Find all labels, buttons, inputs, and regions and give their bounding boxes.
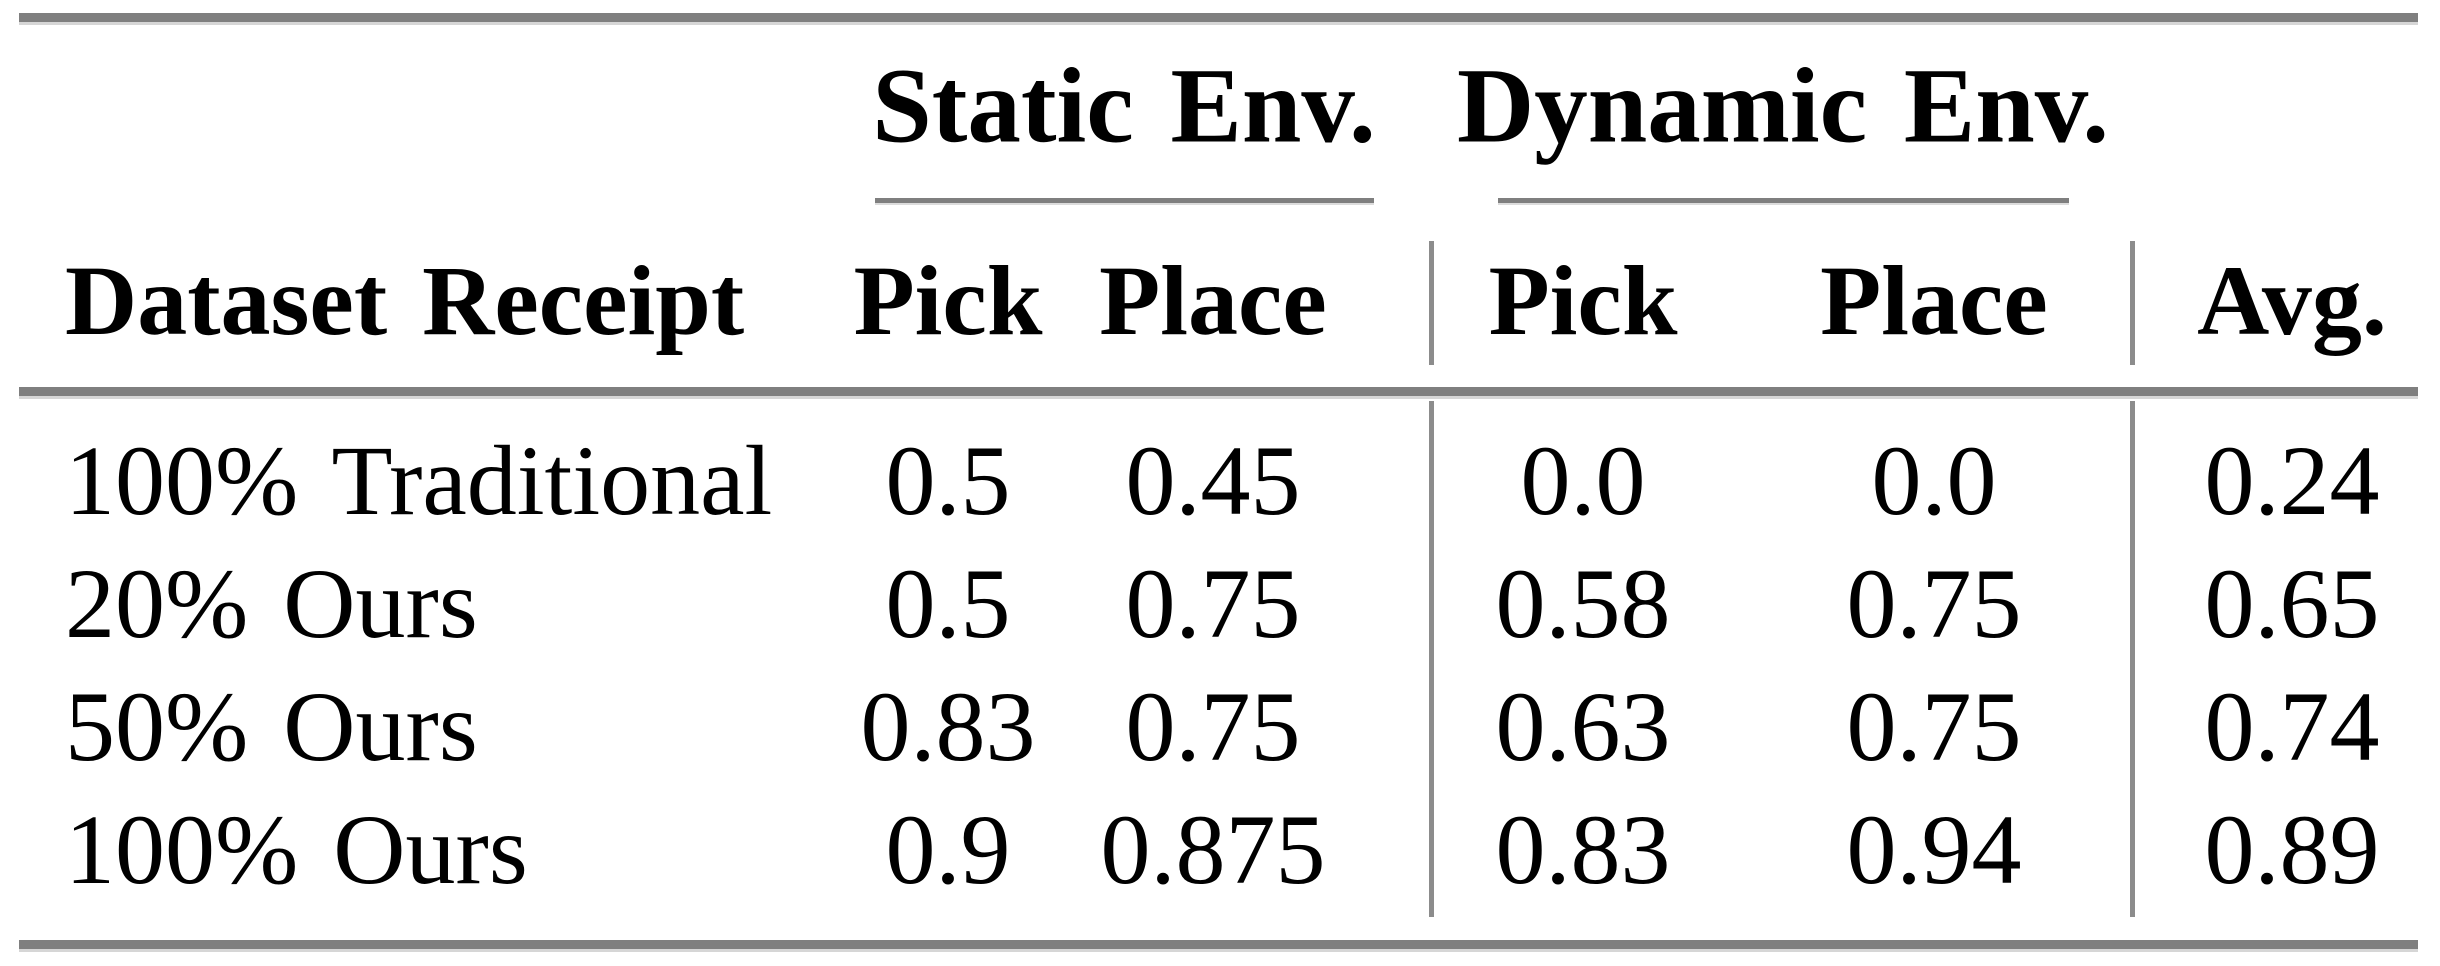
cell-dynamic-place: 0.75 bbox=[1846, 548, 2022, 659]
row-label: 50% Ours bbox=[65, 671, 478, 782]
bottom-rule bbox=[19, 940, 2418, 949]
top-rule bbox=[19, 13, 2418, 22]
column-header-static-pick: Pick bbox=[853, 245, 1043, 356]
column-header-dynamic-place: Place bbox=[1820, 245, 2048, 356]
body-vertical-separator-static-dynamic bbox=[1429, 401, 1434, 917]
cell-dynamic-pick: 0.83 bbox=[1495, 794, 1671, 905]
group-header-dynamic-env: Dynamic Env. bbox=[1456, 47, 2110, 166]
cell-dynamic-place: 0.94 bbox=[1846, 794, 2022, 905]
header-rule bbox=[19, 387, 2418, 396]
column-header-dynamic-pick: Pick bbox=[1488, 245, 1678, 356]
cell-static-place: 0.75 bbox=[1125, 548, 1301, 659]
cell-avg: 0.24 bbox=[2204, 425, 2380, 536]
body-vertical-separator-avg bbox=[2130, 401, 2135, 917]
dynamic-env-cmidrule bbox=[1498, 198, 2069, 203]
cell-static-place: 0.45 bbox=[1125, 425, 1301, 536]
column-header-avg: Avg. bbox=[2197, 245, 2387, 356]
cell-static-pick: 0.9 bbox=[885, 794, 1011, 905]
cell-dynamic-pick: 0.58 bbox=[1495, 548, 1671, 659]
static-env-cmidrule bbox=[875, 198, 1374, 203]
cell-avg: 0.65 bbox=[2204, 548, 2380, 659]
cell-static-pick: 0.5 bbox=[885, 425, 1011, 536]
group-header-static-env: Static Env. bbox=[872, 47, 1376, 166]
header-vertical-separator-static-dynamic bbox=[1429, 241, 1434, 365]
cell-static-place: 0.75 bbox=[1125, 671, 1301, 782]
cell-static-place: 0.875 bbox=[1100, 794, 1326, 905]
cell-dynamic-pick: 0.63 bbox=[1495, 671, 1671, 782]
row-label: 100% Ours bbox=[65, 794, 528, 905]
column-header-static-place: Place bbox=[1099, 245, 1327, 356]
cell-static-pick: 0.83 bbox=[860, 671, 1036, 782]
column-header-dataset-receipt: Dataset Receipt bbox=[65, 245, 745, 356]
cell-dynamic-place: 0.75 bbox=[1846, 671, 2022, 782]
cell-dynamic-pick: 0.0 bbox=[1520, 425, 1646, 536]
cell-dynamic-place: 0.0 bbox=[1871, 425, 1997, 536]
row-label: 100% Traditional bbox=[65, 425, 773, 536]
header-vertical-separator-avg bbox=[2130, 241, 2135, 365]
cell-avg: 0.74 bbox=[2204, 671, 2380, 782]
cell-avg: 0.89 bbox=[2204, 794, 2380, 905]
cell-static-pick: 0.5 bbox=[885, 548, 1011, 659]
row-label: 20% Ours bbox=[65, 548, 478, 659]
